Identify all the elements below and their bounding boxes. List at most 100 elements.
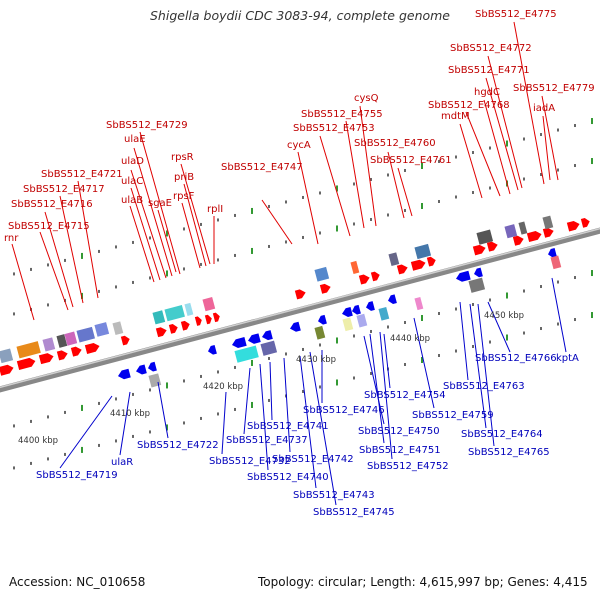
gene-label-SbBS512_E4766[interactable]: SbBS512_E4766 <box>475 353 557 364</box>
leader-line-reverse <box>469 303 487 429</box>
tick-mark <box>166 424 168 431</box>
gene-label-SbBS512_E4771[interactable]: SbBS512_E4771 <box>448 65 530 76</box>
tick-mark <box>30 461 32 465</box>
gene-label-SbBS512_E4729[interactable]: SbBS512_E4729 <box>106 120 188 131</box>
leader-line-forward <box>261 199 293 245</box>
gene-label-SbBS512_E4740[interactable]: SbBS512_E4740 <box>247 472 329 483</box>
gene-shape <box>248 333 261 344</box>
gene-label-SbBS512_E4747[interactable]: SbBS512_E4747 <box>221 162 303 173</box>
gene-label-kptA[interactable]: kptA <box>556 353 579 364</box>
gene-label-rplI[interactable]: rplI <box>207 204 223 215</box>
gene-label-SbBS512_E4716[interactable]: SbBS512_E4716 <box>11 199 93 210</box>
tick-mark <box>13 272 15 276</box>
gene-label-rpsR[interactable]: rpsR <box>171 152 194 163</box>
gene-label-priB[interactable]: priB <box>174 172 194 183</box>
gene-label-SbBS512_E4737[interactable]: SbBS512_E4737 <box>226 435 308 446</box>
gene-label-SbBS512_E4753[interactable]: SbBS512_E4753 <box>293 123 375 134</box>
tick-mark <box>472 191 474 195</box>
tick-mark <box>506 334 508 341</box>
tick-mark <box>13 466 15 470</box>
gene-label-ulaD[interactable]: ulaD <box>121 156 144 167</box>
gene-label-SbBS512_E4721[interactable]: SbBS512_E4721 <box>41 169 123 180</box>
gene-label-SbBS512_E4761[interactable]: SbBS512_E4761 <box>370 155 452 166</box>
leader-line-reverse <box>477 303 495 447</box>
forward-gene-arrow <box>120 335 130 346</box>
gene-label-SbBS512_E4742[interactable]: SbBS512_E4742 <box>272 454 354 465</box>
gene-shape <box>290 321 301 332</box>
gene-label-SbBS512_E4750[interactable]: SbBS512_E4750 <box>358 426 440 437</box>
tick-mark <box>115 285 117 289</box>
feature-block <box>56 334 68 348</box>
forward-gene-arrow <box>472 244 486 256</box>
gene-shape <box>204 314 212 325</box>
gene-label-SbBS512_E4715[interactable]: SbBS512_E4715 <box>8 221 90 232</box>
gene-label-cysQ[interactable]: cysQ <box>354 93 379 104</box>
tick-mark <box>149 276 151 280</box>
tick-mark <box>472 303 474 307</box>
gene-label-ulaE[interactable]: ulaE <box>124 134 146 145</box>
gene-label-SbBS512_E4772[interactable]: SbBS512_E4772 <box>450 43 532 54</box>
gene-label-ulaR[interactable]: ulaR <box>111 457 133 468</box>
gene-label-SbBS512_E4760[interactable]: SbBS512_E4760 <box>354 138 436 149</box>
tick-mark <box>81 292 83 299</box>
leader-line-reverse <box>459 301 469 381</box>
feature-block <box>314 325 326 340</box>
gene-label-SbBS512_E4764[interactable]: SbBS512_E4764 <box>461 429 543 440</box>
gene-label-rnr[interactable]: rnr <box>4 233 19 244</box>
leader-line-forward <box>44 211 74 308</box>
gene-label-SbBS512_E4755[interactable]: SbBS512_E4755 <box>301 109 383 120</box>
tick-mark <box>98 401 100 405</box>
gene-shape <box>262 330 273 341</box>
forward-strand-labels: rnr SbBS512_E4715 SbBS512_E4716 SbBS512_… <box>4 9 595 244</box>
gene-label-SbBS512_E4732[interactable]: SbBS512_E4732 <box>209 456 291 467</box>
tick-mark <box>387 213 389 217</box>
gene-label-SbBS512_E4722[interactable]: SbBS512_E4722 <box>137 440 219 451</box>
gene-label-ulaC[interactable]: ulaC <box>121 176 143 187</box>
gene-label-SbBS512_E4754[interactable]: SbBS512_E4754 <box>364 390 446 401</box>
tick-mark <box>370 329 372 333</box>
tick-mark <box>489 186 491 190</box>
gene-label-rpsF[interactable]: rpsF <box>173 191 195 202</box>
reverse-gene-arrow <box>474 267 483 278</box>
gene-shape <box>194 316 202 326</box>
feature-block <box>112 321 124 336</box>
gene-label-SbBS512_E4743[interactable]: SbBS512_E4743 <box>293 490 375 501</box>
tick-mark <box>132 240 134 244</box>
gene-label-SbBS512_E4745[interactable]: SbBS512_E4745 <box>313 507 395 518</box>
gene-label-SbBS512_E4763[interactable]: SbBS512_E4763 <box>443 381 525 392</box>
reverse-gene-arrow <box>148 361 157 372</box>
gene-label-SbBS512_E4717[interactable]: SbBS512_E4717 <box>23 184 105 195</box>
gene-label-SbBS512_E4765[interactable]: SbBS512_E4765 <box>468 447 550 458</box>
gene-label-SbBS512_E4741[interactable]: SbBS512_E4741 <box>247 421 329 432</box>
tick-mark <box>455 349 457 353</box>
gene-label-mdtM[interactable]: mdtM <box>441 111 470 122</box>
gene-label-SbBS512_E4779[interactable]: SbBS512_E4779 <box>513 83 595 94</box>
feature-block <box>550 255 562 270</box>
reverse-gene-arrow <box>208 344 217 355</box>
tick-mark <box>98 249 100 253</box>
feature-block <box>518 221 528 235</box>
tick-mark <box>438 353 440 357</box>
gene-label-sgaE[interactable]: sgaE <box>148 198 172 209</box>
forward-gene-arrow <box>542 227 554 238</box>
gene-label-SbBS512_E4752[interactable]: SbBS512_E4752 <box>367 461 449 472</box>
gene-label-SbBS512_E4759[interactable]: SbBS512_E4759 <box>412 410 494 421</box>
gene-label-iadA[interactable]: iadA <box>533 103 555 114</box>
tick-mark <box>81 252 83 259</box>
gene-label-SbBS512_E4768[interactable]: SbBS512_E4768 <box>428 100 510 111</box>
gene-label-SbBS512_E4719[interactable]: SbBS512_E4719 <box>36 470 118 481</box>
reverse-strand-labels: SbBS512_E4719 ulaR SbBS512_E4722 SbBS512… <box>36 353 579 518</box>
leader-line-reverse <box>363 335 385 425</box>
feature-block <box>542 215 554 230</box>
gene-label-hgdC[interactable]: hgdC <box>474 87 500 98</box>
gene-label-cycA[interactable]: cycA <box>287 140 311 151</box>
tick-mark <box>370 177 372 181</box>
gene-label-SbBS512_E4751[interactable]: SbBS512_E4751 <box>359 445 441 456</box>
leader-line-reverse <box>269 361 273 421</box>
gene-label-ulaB[interactable]: ulaB <box>121 195 143 206</box>
gene-shape <box>526 231 542 243</box>
gene-label-SbBS512_E4775[interactable]: SbBS512_E4775 <box>475 9 557 20</box>
leader-line-forward <box>345 120 365 229</box>
gene-shape <box>136 364 147 375</box>
gene-label-SbBS512_E4746[interactable]: SbBS512_E4746 <box>303 405 385 416</box>
